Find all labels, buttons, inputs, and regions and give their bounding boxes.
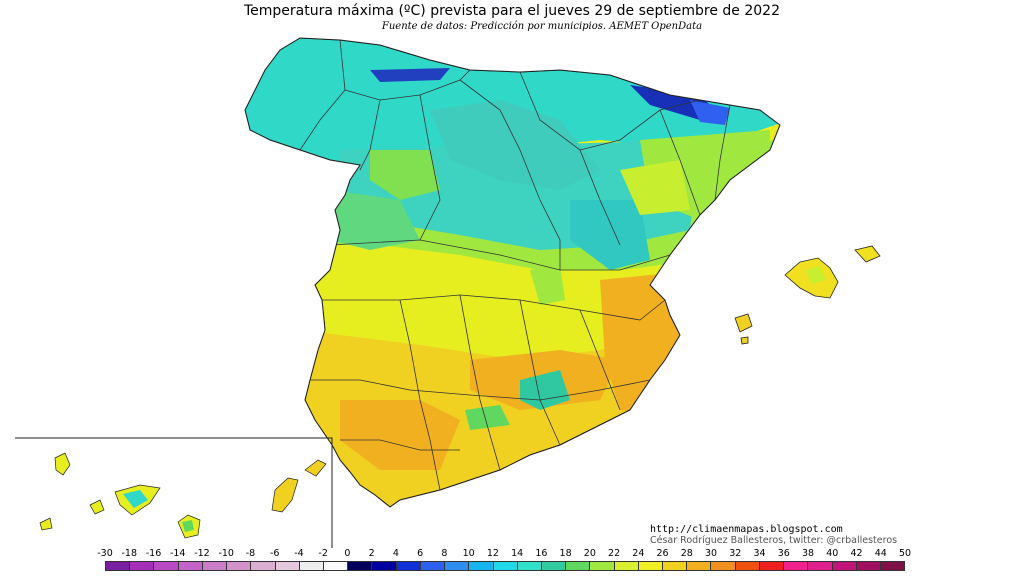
legend-swatch xyxy=(638,562,664,570)
map-title: Temperatura máxima (ºC) prevista para el… xyxy=(244,3,780,19)
legend-swatch xyxy=(202,562,228,570)
legend-swatch xyxy=(856,562,881,570)
author-credit: César Rodríguez Ballesteros, twitter: @c… xyxy=(650,535,898,546)
legend-label: -8 xyxy=(245,548,256,559)
legend-label: 44 xyxy=(874,548,887,559)
legend-swatch xyxy=(808,562,833,570)
legend-swatch xyxy=(154,562,179,570)
blog-credit: http://climaenmapas.blogspot.com xyxy=(650,524,843,535)
legend-label: 4 xyxy=(392,548,399,559)
legend-swatch xyxy=(711,562,736,570)
legend-swatch xyxy=(566,562,591,570)
legend-swatch xyxy=(420,562,446,570)
legend-label: -14 xyxy=(169,548,186,559)
legend-label: -10 xyxy=(218,548,234,559)
legend-swatch xyxy=(275,562,300,570)
legend-swatch xyxy=(735,562,760,570)
legend-swatch xyxy=(541,562,567,570)
legend-color-bar xyxy=(105,561,905,571)
legend-label: 8 xyxy=(441,548,448,559)
legend-swatch xyxy=(614,562,639,570)
legend-swatch xyxy=(663,562,688,570)
legend-label: 10 xyxy=(462,548,475,559)
legend-label: 24 xyxy=(632,548,645,559)
legend-swatch xyxy=(759,562,785,570)
legend-swatch xyxy=(251,562,276,570)
legend-label: -6 xyxy=(269,548,280,559)
canary-islands-inset xyxy=(15,437,333,548)
map-subtitle: Fuente de datos: Predicción por municipi… xyxy=(381,21,703,32)
legend-swatch xyxy=(687,562,712,570)
legend-swatch xyxy=(590,562,615,570)
legend-label: 34 xyxy=(753,548,766,559)
legend-swatch xyxy=(178,562,203,570)
legend-swatch xyxy=(227,562,252,570)
legend-label: -4 xyxy=(294,548,304,559)
legend-label: -16 xyxy=(145,548,162,559)
legend-label: 20 xyxy=(583,548,596,559)
legend-swatch xyxy=(348,562,373,570)
legend-swatch xyxy=(106,562,131,570)
legend-label: 14 xyxy=(511,548,524,559)
legend-label: -30 xyxy=(97,548,113,559)
legend-label: 40 xyxy=(826,548,839,559)
legend-swatch xyxy=(493,562,518,570)
legend-label: 32 xyxy=(729,548,742,559)
balearic-islands xyxy=(734,245,881,345)
legend-label: 30 xyxy=(705,548,718,559)
legend-labels: -30 -18 -16 -14 -12 -10 -8 -6 -4 -2 0 2 4 6 8 10 12 14 16 1… xyxy=(96,548,920,560)
legend-swatch xyxy=(517,562,542,570)
legend-label: 2 xyxy=(368,548,375,559)
legend-label: 38 xyxy=(801,548,815,559)
legend-swatch xyxy=(323,562,349,570)
legend-label: 16 xyxy=(535,548,548,559)
legend-swatch xyxy=(299,562,324,570)
legend-swatch xyxy=(445,562,470,570)
legend-label: 42 xyxy=(850,548,863,559)
legend-label: 22 xyxy=(608,548,621,559)
legend-label: -2 xyxy=(318,548,328,559)
legend-label: 26 xyxy=(656,548,669,559)
legend-swatch xyxy=(832,562,857,570)
legend-swatch xyxy=(396,562,421,570)
legend-label: 18 xyxy=(559,548,572,559)
legend-swatch xyxy=(784,562,809,570)
legend-label: -12 xyxy=(194,548,210,559)
legend-swatch xyxy=(130,562,155,570)
legend-label: 12 xyxy=(486,548,499,559)
legend-swatch xyxy=(881,562,905,570)
legend-label: 36 xyxy=(777,548,790,559)
legend-label: 0 xyxy=(344,548,351,559)
legend-swatch xyxy=(469,562,494,570)
legend-swatch xyxy=(372,562,397,570)
legend-label: 6 xyxy=(417,548,424,559)
peninsula xyxy=(245,38,780,507)
legend-label: 28 xyxy=(680,548,693,559)
legend-label: 50 xyxy=(898,548,912,559)
legend-label: -18 xyxy=(121,548,137,559)
